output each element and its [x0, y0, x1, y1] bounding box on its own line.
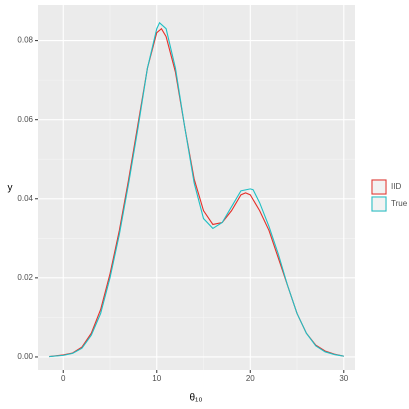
legend-key [371, 179, 387, 195]
line [49, 21, 344, 358]
y-tick-label: 0.06 [17, 115, 33, 124]
legend-swatch [371, 179, 387, 195]
x-tick-label: 20 [246, 374, 255, 383]
legend-key [371, 196, 387, 212]
x-tick-label: 30 [339, 374, 348, 383]
x-axis-label: θ₁₀ [189, 393, 202, 404]
y-tick-label: 0.02 [17, 273, 33, 282]
legend-swatch [371, 196, 387, 212]
y-tick-label: 0.04 [17, 194, 33, 203]
y-tick-label: 0.08 [17, 36, 33, 45]
x-tick-label: 0 [61, 374, 66, 383]
legend-label: True [391, 199, 408, 208]
x-tick-label: 10 [152, 374, 161, 383]
y-tick-label: 0.00 [17, 352, 33, 361]
legend-label: IID [391, 182, 401, 191]
y-axis-label: y [8, 183, 13, 194]
